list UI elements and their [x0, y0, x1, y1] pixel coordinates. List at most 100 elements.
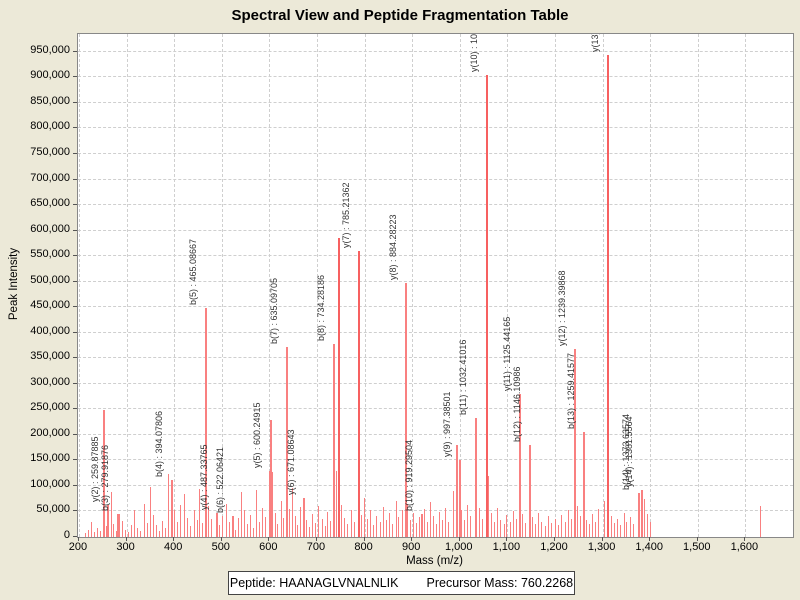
- y-tick-mark: [73, 484, 77, 486]
- spectrum-peak: [124, 529, 126, 537]
- spectrum-peak: [500, 520, 502, 537]
- fragment-peak[interactable]: [607, 55, 610, 537]
- fragment-peak[interactable]: [107, 505, 110, 537]
- y-tick-mark: [73, 153, 77, 154]
- spectrum-peak: [376, 516, 378, 537]
- horizontal-gridline: [78, 510, 793, 512]
- fragment-peak[interactable]: [421, 513, 424, 537]
- spectrum-peak: [445, 507, 447, 537]
- spectrum-peak: [398, 517, 400, 537]
- spectrum-peak: [180, 505, 182, 537]
- spectrum-peak: [218, 524, 220, 537]
- y-tick-label: 850,000: [30, 94, 70, 107]
- y-tick-mark: [73, 76, 77, 78]
- spectrum-peak: [264, 516, 266, 537]
- y-tick-label: 800,000: [30, 120, 70, 133]
- spectrum-peak: [168, 474, 170, 537]
- spectrum-peak: [262, 507, 264, 537]
- y-tick-mark: [73, 536, 77, 537]
- peak-label: b(12) : 1146.10986: [512, 366, 523, 442]
- x-tick-label: 500: [211, 541, 230, 553]
- spectrum-peak: [105, 525, 107, 537]
- y-tick-label: 250,000: [30, 401, 70, 414]
- y-tick-label: 550,000: [30, 248, 70, 261]
- spectrum-peak: [297, 524, 299, 537]
- fragment-peak[interactable]: [215, 512, 218, 537]
- spectrum-peak: [442, 520, 444, 537]
- y-tick-mark: [73, 50, 77, 52]
- spectrum-plot-area[interactable]: y(2) : 259.87885 b(3) : 279.91876 b(4) : 3…: [77, 33, 794, 538]
- spectrum-peak: [318, 505, 320, 537]
- x-tick-label: 600: [259, 541, 278, 553]
- spectrum-peak: [277, 523, 279, 537]
- x-tick-label: 1,600: [730, 541, 759, 553]
- peak-label: b(13) : 1259.41577: [566, 353, 577, 430]
- spectrum-peak: [760, 506, 762, 537]
- peak-label: b(3) : 279.91876: [99, 444, 110, 512]
- spectrum-peak: [271, 471, 273, 537]
- fragment-peak[interactable]: [205, 308, 208, 537]
- fragment-peak[interactable]: [641, 489, 644, 537]
- horizontal-gridline: [78, 331, 793, 333]
- spectrum-peak: [626, 521, 628, 537]
- spectrum-peak: [196, 520, 198, 537]
- peak-label: y(12) : 1239.39868: [556, 270, 567, 347]
- spectrum-peak: [506, 514, 508, 537]
- spectrum-peak: [644, 499, 645, 537]
- spectrum-peak: [324, 525, 326, 537]
- y-tick-label: 500,000: [30, 273, 70, 286]
- spectrum-peak: [494, 521, 496, 537]
- x-tick-mark: [363, 537, 365, 541]
- fragment-peak[interactable]: [232, 515, 235, 537]
- fragment-peak[interactable]: [573, 349, 576, 537]
- peak-label: y(4) : 487.33765: [198, 443, 209, 510]
- y-tick-label: 700,000: [30, 171, 70, 184]
- fragment-peak[interactable]: [269, 470, 272, 537]
- fragment-peak[interactable]: [404, 282, 407, 537]
- fragment-peak[interactable]: [116, 514, 119, 537]
- spectrum-peak: [524, 522, 526, 537]
- fragment-peak[interactable]: [171, 479, 174, 537]
- peak-label: y(14) : 1381.5564: [624, 415, 635, 487]
- spectrum-peak: [633, 523, 635, 537]
- fragment-peak[interactable]: [286, 347, 289, 537]
- spectrum-peak: [340, 505, 342, 537]
- y-tick-mark: [73, 280, 77, 282]
- vertical-gridline: [554, 34, 556, 537]
- spectrum-peak: [551, 523, 553, 537]
- fragment-peak[interactable]: [529, 444, 532, 537]
- spectrum-peak: [515, 519, 517, 537]
- fragment-peak[interactable]: [357, 251, 360, 537]
- spectrum-peak: [488, 475, 490, 537]
- y-tick-label: 750,000: [30, 146, 70, 158]
- horizontal-gridline: [78, 153, 793, 155]
- fragment-peak[interactable]: [303, 498, 306, 537]
- x-tick-label: 1,100: [492, 541, 521, 553]
- fragment-peak[interactable]: [333, 343, 336, 537]
- spectrum-peak: [146, 523, 148, 537]
- fragment-peak[interactable]: [485, 74, 488, 537]
- y-tick-label: 100,000: [30, 477, 70, 490]
- spectrum-peak: [544, 525, 546, 537]
- horizontal-gridline: [78, 127, 793, 129]
- fragment-peak[interactable]: [583, 432, 586, 537]
- fragment-peak[interactable]: [458, 460, 461, 537]
- spectrum-peak: [433, 516, 435, 537]
- spectrum-peak: [649, 521, 651, 537]
- spectrum-peak: [415, 522, 417, 537]
- spectrum-peak: [202, 523, 204, 537]
- peak-label: y(5) : 600.24915: [252, 402, 263, 468]
- spectrum-peak: [464, 519, 466, 537]
- fragment-peak[interactable]: [637, 493, 640, 537]
- spectrum-peak: [554, 519, 556, 537]
- fragment-peak[interactable]: [519, 393, 522, 537]
- spectrum-peak: [426, 521, 428, 537]
- spectrum-peak: [241, 492, 243, 537]
- peak-label: y(10) : 10: [468, 33, 479, 72]
- spectrum-peak: [547, 516, 549, 537]
- vertical-gridline: [221, 34, 223, 537]
- spectrum-peak: [225, 503, 227, 537]
- vertical-gridline: [745, 34, 747, 537]
- vertical-gridline: [316, 34, 318, 537]
- fragment-peak[interactable]: [475, 418, 478, 537]
